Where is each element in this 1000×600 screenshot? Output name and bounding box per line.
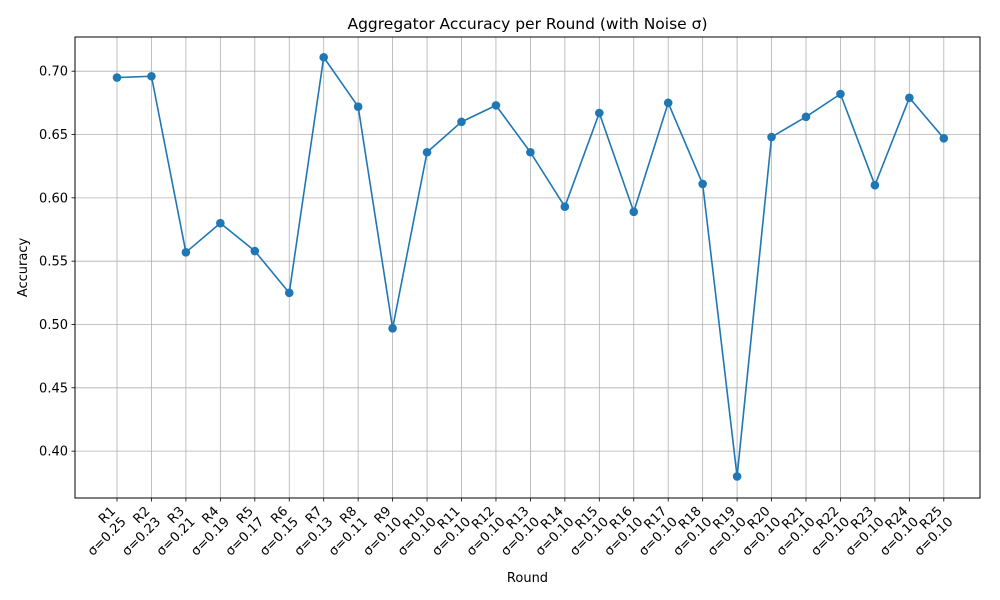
data-point-r18 [698,179,707,189]
data-point-r22 [836,89,845,99]
y-tick-label: 0.45 [39,381,68,396]
data-point-r1 [112,73,122,82]
data-point-r4 [216,218,225,228]
data-point-r24 [905,93,914,103]
y-tick-label: 0.65 [39,128,68,143]
data-point-r23 [870,180,880,190]
data-point-r13 [526,147,535,157]
y-tick-label: 0.40 [39,445,68,460]
grid [75,37,980,498]
data-point-r3 [181,248,191,257]
data-point-r25 [939,134,949,143]
data-point-r9 [388,323,397,333]
chart-title: Aggregator Accuracy per Round (with Nois… [347,15,707,33]
data-point-r11 [457,117,466,127]
data-point-r19 [732,472,742,481]
data-point-r10 [422,147,432,157]
data-point-r7 [319,52,329,62]
y-tick-label: 0.50 [39,318,68,333]
x-axis-label: Round [507,571,548,586]
y-axis-label: Accuracy [16,238,31,298]
data-point-r21 [801,112,811,122]
y-axis: 0.40 0.45 0.50 0.55 0.60 0.65 0.70 [39,65,75,460]
data-point-r20 [767,132,776,142]
plot-frame [74,36,981,499]
y-tick-label: 0.70 [39,65,68,80]
series-markers [112,52,949,481]
data-point-r8 [353,102,363,111]
y-tick-label: 0.60 [39,191,68,206]
data-point-r6 [284,288,294,298]
data-point-r17 [663,98,673,108]
data-point-r5 [250,246,260,256]
x-axis: R1σ=0.25 R2σ=0.23 R3σ=0.21 R4σ=0.19 R5σ=0.17… [85,498,956,559]
data-point-r15 [595,108,604,118]
data-point-r12 [491,101,501,110]
data-point-r2 [147,71,156,81]
data-point-r14 [560,202,570,212]
y-tick-label: 0.55 [39,255,68,270]
data-point-r16 [629,207,639,217]
